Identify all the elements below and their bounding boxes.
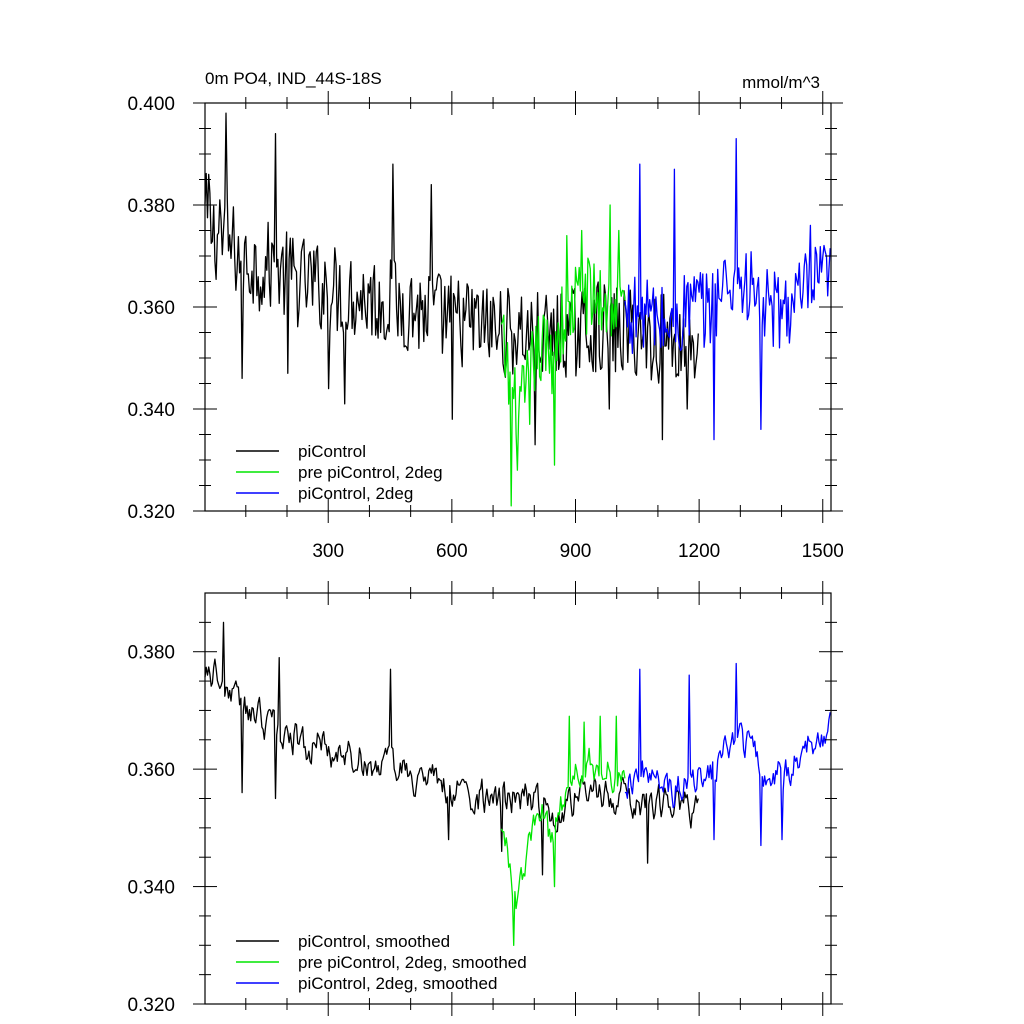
ticks-layer: 300 600 900 1200 1500 0.320 0.340 0.360 0.380 0.4… [127,91,844,562]
series-layer [204,621,831,946]
x-tick-label: 900 [560,541,592,562]
series-line-3 [624,138,831,441]
x-tick-label: 300 [312,541,344,562]
y-tick-label: 0.380 [127,196,175,217]
plot-frame [204,592,832,1005]
ticks-layer: 0.320 0.340 0.360 0.380 [127,581,843,1016]
x-tick-label: 1200 [678,541,720,562]
y-tick-label: 0.320 [127,502,175,523]
legend-label-1: piControl [298,442,366,461]
y-tick-label: 0.380 [127,643,175,664]
y-tick-label: 0.320 [127,995,175,1016]
series-line-1 [204,112,699,446]
legend-label-1: piControl, smoothed [298,932,450,951]
series-layer [204,112,831,507]
legend-label-3: piControl, 2deg [298,484,413,503]
series-line-3 [624,662,831,847]
legend: piControl, smoothed pre piControl, 2deg, … [236,932,527,993]
y-tick-label: 0.360 [127,760,175,781]
y-tick-label: 0.360 [127,298,175,319]
legend-label-2: pre piControl, 2deg [298,463,443,482]
y-tick-label: 0.400 [127,94,175,115]
chart-title: 0m PO4, IND_44S-18S [205,69,382,88]
series-line-2 [500,204,626,507]
legend-label-2: pre piControl, 2deg, smoothed [298,953,527,972]
y-tick-label: 0.340 [127,878,175,899]
x-tick-label: 1500 [802,541,844,562]
units-label: mmol/m^3 [742,73,820,92]
plot-frame [204,102,832,512]
top-panel: 0m PO4, IND_44S-18S mmol/m^3 300 600 900 12… [127,69,843,562]
series-line-1 [204,621,699,876]
x-tick-label: 600 [436,541,468,562]
y-tick-label: 0.340 [127,400,175,421]
series-line-2 [500,715,626,946]
bottom-panel: 0.320 0.340 0.360 0.380 piControl, smoothed… [127,581,843,1016]
legend: piControl pre piControl, 2deg piControl, 2… [236,442,443,503]
legend-label-3: piControl, 2deg, smoothed [298,974,497,993]
